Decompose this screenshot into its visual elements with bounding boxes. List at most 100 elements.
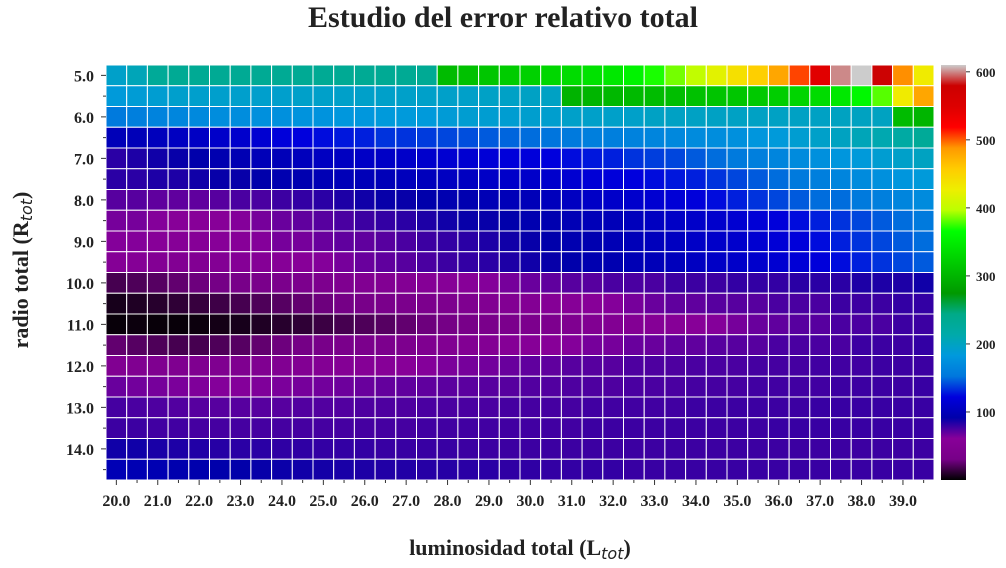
- heatmap-cell: [623, 168, 645, 190]
- heatmap-cell: [519, 396, 542, 419]
- heatmap-cell: [498, 209, 521, 232]
- heatmap-cell: [333, 417, 355, 439]
- heatmap-cell: [457, 417, 480, 439]
- heatmap-cell: [623, 417, 645, 439]
- heatmap-cell: [250, 168, 273, 190]
- heatmap-cell: [560, 168, 583, 190]
- heatmap-cell: [664, 313, 687, 336]
- heatmap-cell: [146, 106, 169, 128]
- heatmap-cell: [271, 458, 293, 481]
- heatmap-cell: [850, 126, 873, 149]
- heatmap-cell: [167, 230, 190, 253]
- heatmap-cell: [726, 396, 749, 419]
- heatmap-cell: [892, 396, 914, 419]
- heatmap-cell: [767, 334, 790, 356]
- heatmap-cell: [209, 272, 231, 294]
- heatmap-cell: [126, 396, 148, 419]
- heatmap-cell: [767, 189, 790, 211]
- heatmap-cell: [705, 189, 728, 211]
- heatmap-cell: [912, 272, 935, 294]
- colorbar-tick-label: 500: [976, 133, 996, 148]
- heatmap-cell: [540, 272, 562, 294]
- heatmap-cell: [250, 189, 273, 211]
- heatmap-cell: [416, 251, 438, 273]
- heatmap-cell: [167, 106, 190, 128]
- heatmap-cell: [498, 189, 521, 211]
- heatmap-cell: [395, 355, 417, 377]
- heatmap-cell: [374, 64, 397, 87]
- heatmap-cell: [333, 126, 355, 149]
- heatmap-cell: [209, 85, 231, 107]
- heatmap-cell: [664, 458, 687, 481]
- heatmap-cell: [788, 417, 811, 439]
- heatmap-cell: [871, 396, 894, 419]
- heatmap-cell: [747, 417, 769, 439]
- heatmap-cell: [353, 126, 376, 149]
- heatmap-cell: [250, 355, 273, 377]
- heatmap-cell: [850, 355, 873, 377]
- heatmap-cell: [767, 417, 790, 439]
- heatmap-cell: [602, 375, 624, 398]
- heatmap-cell: [664, 334, 687, 356]
- heatmap-cell: [850, 272, 873, 294]
- heatmap-cell: [705, 313, 728, 336]
- heatmap-cell: [809, 375, 831, 398]
- heatmap-cell: [705, 209, 728, 232]
- heatmap-cell: [602, 272, 624, 294]
- heatmap-cell: [850, 189, 873, 211]
- colorbar-tick-label: 600: [976, 65, 996, 80]
- heatmap-cell: [664, 85, 687, 107]
- heatmap-cell: [353, 251, 376, 273]
- heatmap-cell: [374, 313, 397, 336]
- heatmap-cell: [892, 334, 914, 356]
- heatmap-cell: [747, 272, 769, 294]
- heatmap-cell: [685, 438, 707, 460]
- x-tick-label: 34.0: [682, 493, 710, 510]
- heatmap-cell: [581, 106, 604, 128]
- heatmap-cell: [167, 313, 190, 336]
- heatmap-cell: [788, 230, 811, 253]
- heatmap-cell: [312, 458, 335, 481]
- heatmap-cell: [146, 85, 169, 107]
- heatmap-cell: [623, 209, 645, 232]
- heatmap-cell: [560, 147, 583, 170]
- heatmap-cell: [271, 106, 293, 128]
- heatmap-cell: [250, 126, 273, 149]
- heatmap-cell: [333, 334, 355, 356]
- heatmap-cell: [498, 396, 521, 419]
- heatmap-cell: [643, 126, 666, 149]
- heatmap-cell: [374, 438, 397, 460]
- heatmap-cell: [892, 106, 914, 128]
- heatmap-cell: [126, 355, 148, 377]
- heatmap-cell: [498, 168, 521, 190]
- heatmap-cell: [250, 230, 273, 253]
- heatmap-cell: [540, 313, 562, 336]
- heatmap-cell: [374, 85, 397, 107]
- heatmap-cell: [188, 126, 211, 149]
- heatmap-cell: [209, 292, 231, 315]
- heatmap-cell: [105, 458, 128, 481]
- heatmap-cell: [416, 126, 438, 149]
- heatmap-cell: [436, 438, 459, 460]
- heatmap-cell: [229, 168, 252, 190]
- heatmap-cell: [747, 334, 769, 356]
- heatmap-cell: [643, 334, 666, 356]
- heatmap-cell: [478, 106, 500, 128]
- heatmap-cell: [643, 230, 666, 253]
- heatmap-cell: [830, 64, 852, 87]
- heatmap-cell: [602, 126, 624, 149]
- heatmap-cell: [685, 355, 707, 377]
- heatmap-cell: [436, 168, 459, 190]
- heatmap-cell: [291, 458, 314, 481]
- heatmap-cell: [312, 355, 335, 377]
- x-tick-label: 22.0: [185, 493, 213, 510]
- heatmap-cell: [312, 230, 335, 253]
- heatmap-cell: [664, 396, 687, 419]
- heatmap-cell: [167, 355, 190, 377]
- heatmap-cell: [892, 168, 914, 190]
- heatmap-cell: [767, 126, 790, 149]
- heatmap-cell: [602, 147, 624, 170]
- heatmap-cell: [209, 417, 231, 439]
- heatmap-cell: [871, 85, 894, 107]
- heatmap-cell: [788, 168, 811, 190]
